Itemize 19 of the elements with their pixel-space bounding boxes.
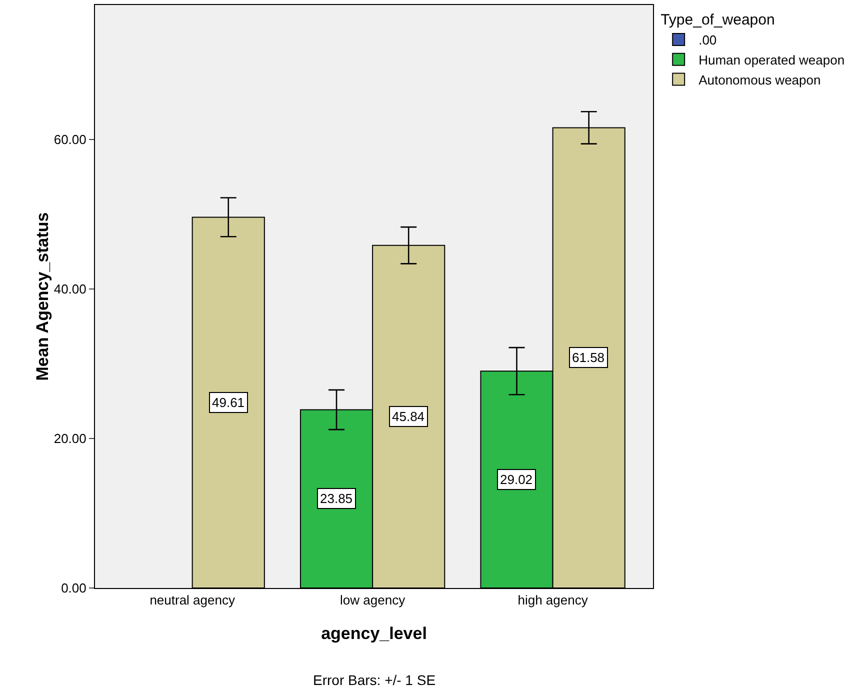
y-tick-label: 0.00: [61, 580, 86, 596]
data-label: 23.85: [320, 491, 353, 506]
x-axis-title: agency_level: [321, 624, 427, 643]
data-label: 29.02: [500, 472, 533, 487]
x-tick-label: neutral agency: [150, 592, 236, 608]
y-tick-label: 40.00: [54, 282, 86, 297]
y-tick-label: 60.00: [54, 132, 86, 148]
legend-label: .00: [698, 32, 717, 48]
legend-title: Type_of_weapon: [660, 12, 775, 28]
x-tick-label: high agency: [518, 592, 588, 608]
data-label: 45.84: [392, 409, 425, 424]
data-label: 49.61: [212, 395, 245, 410]
y-tick-label: 20.00: [54, 431, 86, 446]
y-axis-title: Mean Agency_status: [32, 212, 52, 381]
data-label: 61.58: [572, 350, 605, 365]
legend-label: Autonomous weapon: [698, 72, 821, 88]
legend-label: Human operated weapon: [698, 52, 845, 68]
x-tick-label: low agency: [340, 592, 406, 608]
text: Error Bars: +/- 1 SE: [313, 672, 436, 688]
